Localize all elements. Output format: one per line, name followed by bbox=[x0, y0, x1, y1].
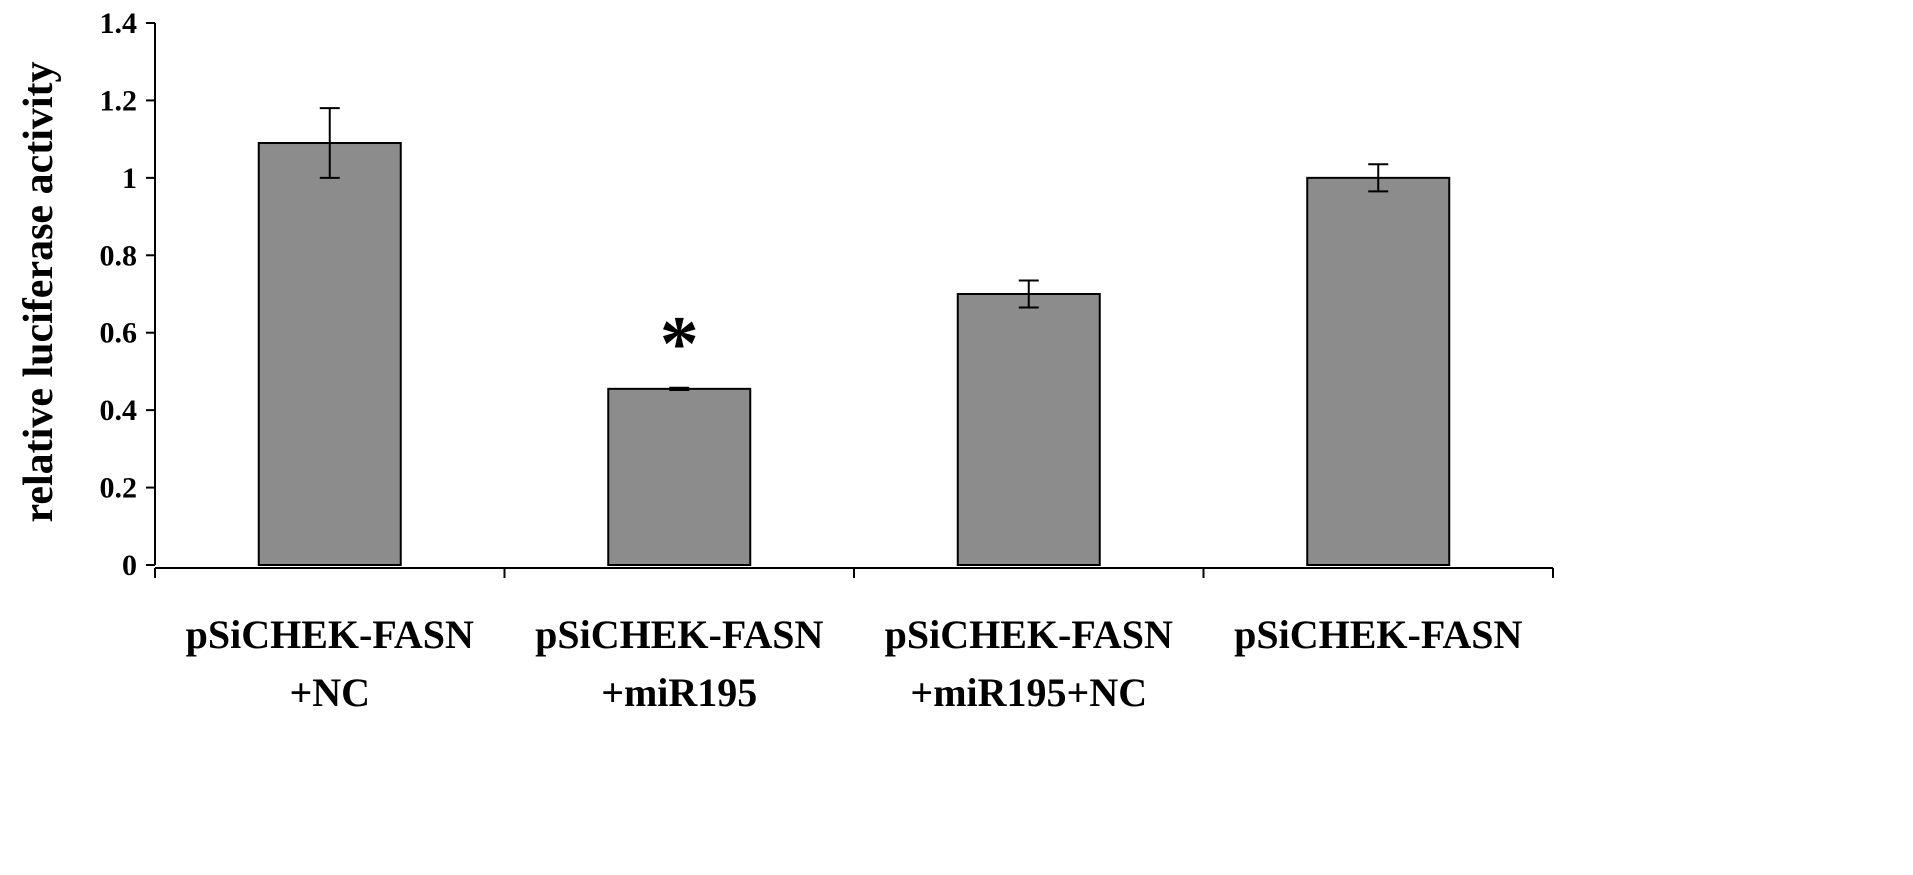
category-labels-group: pSiCHEK-FASN +NC pSiCHEK-FASN +miR195 pSiCHE… bbox=[186, 612, 1523, 715]
category-label: pSiCHEK-FASN bbox=[885, 612, 1173, 657]
error-bars-group bbox=[319, 107, 1389, 392]
y-tick-label: 0 bbox=[122, 549, 137, 582]
bar bbox=[1306, 176, 1451, 566]
bar bbox=[956, 293, 1101, 566]
y-tick-label: 0.8 bbox=[100, 239, 138, 272]
bar bbox=[607, 387, 752, 566]
significance-asterisk: * bbox=[660, 300, 699, 387]
y-tick-label: 0.4 bbox=[100, 394, 138, 427]
y-ticks-group: 0 0.2 0.4 0.6 0.8 1 1.2 1.4 bbox=[100, 7, 155, 582]
category-label: pSiCHEK-FASN bbox=[186, 612, 474, 657]
category-label: +miR195 bbox=[601, 670, 757, 715]
y-tick-label: 1.4 bbox=[100, 7, 138, 40]
category-label: +miR195+NC bbox=[910, 670, 1147, 715]
y-tick-label: 1.2 bbox=[100, 84, 138, 117]
y-tick-label: 0.2 bbox=[100, 472, 138, 505]
category-label: pSiCHEK-FASN bbox=[1234, 612, 1522, 657]
bars-group bbox=[257, 142, 1451, 566]
category-label: pSiCHEK-FASN bbox=[535, 612, 823, 657]
y-tick-label: 1 bbox=[122, 162, 137, 195]
y-axis-label: relative luciferase activity bbox=[16, 61, 62, 522]
axes bbox=[154, 23, 1554, 578]
y-tick-label: 0.6 bbox=[100, 317, 138, 350]
bar bbox=[257, 142, 402, 566]
category-label: +NC bbox=[289, 670, 370, 715]
annotations-group: * bbox=[660, 300, 699, 387]
